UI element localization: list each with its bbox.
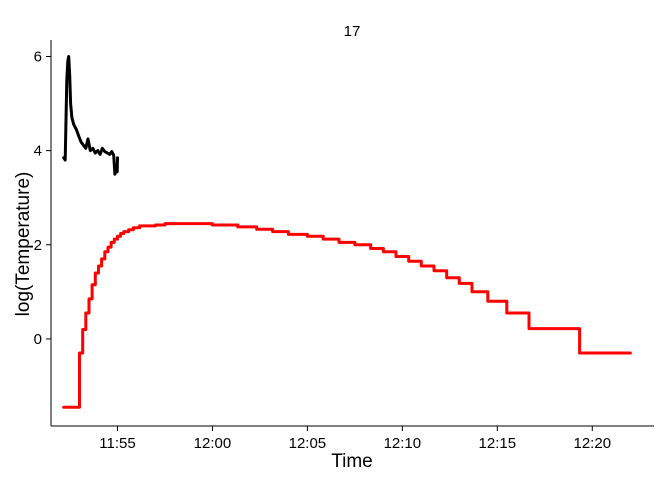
x-tick-label: 12:20: [574, 435, 612, 452]
x-axis: 11:55 12:00 12:05 12:10 12:15 12:20: [51, 425, 654, 452]
x-tick-label: 11:55: [99, 435, 135, 452]
x-tick-label: 12:05: [289, 435, 327, 452]
y-axis: 0 2 4 6: [34, 40, 52, 426]
plot-area: [62, 55, 632, 409]
x-tick-label: 12:15: [479, 435, 517, 452]
y-tick-label: 4: [34, 143, 42, 160]
x-tick-label: 12:00: [194, 435, 232, 452]
series-line-1: [62, 55, 119, 176]
chart-title: 17: [344, 23, 361, 40]
y-tick-label: 2: [34, 237, 42, 254]
y-tick-label: 0: [34, 331, 42, 348]
y-axis-title: log(Temperature): [13, 172, 34, 317]
x-tick-label: 12:10: [384, 435, 422, 452]
series-line-2: [62, 222, 632, 409]
series-layer: [62, 55, 632, 409]
x-axis-title: Time: [331, 451, 373, 472]
y-tick-label: 6: [34, 48, 42, 65]
